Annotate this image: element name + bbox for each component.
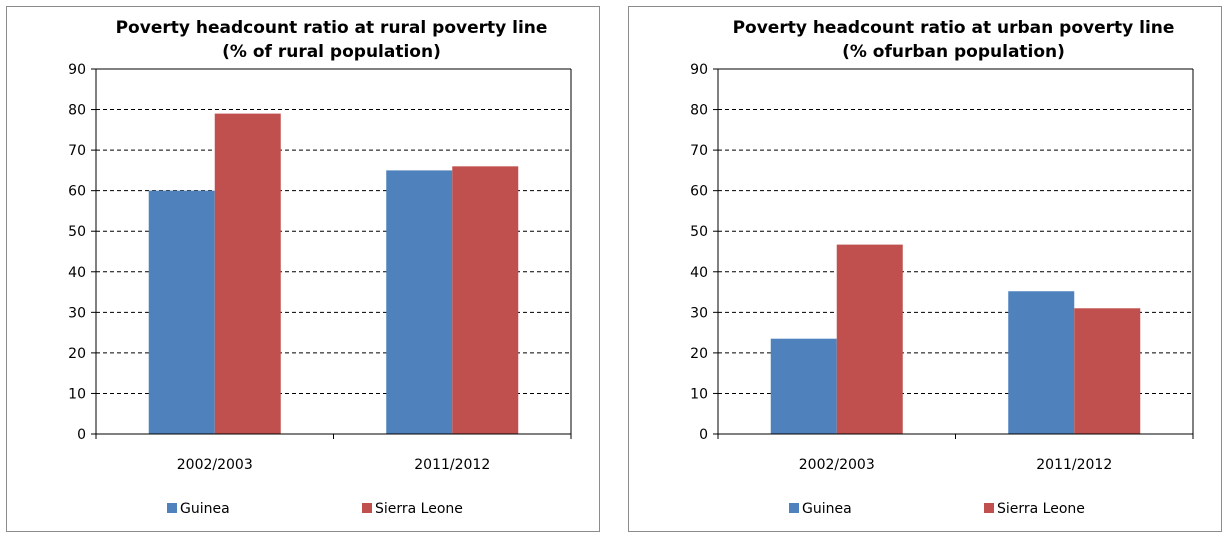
legend-label: Sierra Leone bbox=[375, 501, 463, 517]
bar-guinea bbox=[770, 338, 837, 434]
chart-title-line: (% of rural population) bbox=[222, 42, 441, 62]
y-tick-label: 0 bbox=[77, 427, 86, 443]
y-tick-label: 20 bbox=[68, 346, 86, 362]
chart-title-line: (% ofurban population) bbox=[842, 42, 1065, 62]
y-tick-label: 50 bbox=[690, 224, 708, 240]
y-tick-label: 70 bbox=[68, 143, 86, 159]
bar-guinea bbox=[386, 170, 453, 434]
y-tick-label: 30 bbox=[68, 305, 86, 321]
chart-title-line: Poverty headcount ratio at rural poverty… bbox=[116, 18, 548, 38]
y-tick-label: 20 bbox=[690, 346, 708, 362]
bar-guinea bbox=[148, 190, 215, 434]
legend-swatch bbox=[984, 503, 994, 513]
urban-poverty-chart: Poverty headcount ratio at urban poverty… bbox=[628, 6, 1222, 532]
rural-poverty-chart-svg: Poverty headcount ratio at rural poverty… bbox=[68, 18, 572, 517]
bar-sierra-leone bbox=[214, 113, 281, 434]
legend-swatch bbox=[789, 503, 799, 513]
y-tick-label: 80 bbox=[690, 103, 708, 119]
bar-guinea bbox=[1008, 291, 1075, 434]
legend-label: Guinea bbox=[802, 501, 852, 517]
y-tick-label: 80 bbox=[68, 103, 86, 119]
y-tick-label: 70 bbox=[690, 143, 708, 159]
y-tick-label: 30 bbox=[690, 305, 708, 321]
y-tick-label: 50 bbox=[68, 224, 86, 240]
bar-sierra-leone bbox=[1074, 308, 1141, 434]
y-tick-label: 90 bbox=[690, 62, 708, 78]
urban-poverty-chart-svg: Poverty headcount ratio at urban poverty… bbox=[690, 18, 1194, 517]
y-tick-label: 0 bbox=[699, 427, 708, 443]
x-tick-label: 2011/2012 bbox=[1036, 457, 1112, 473]
legend-label: Sierra Leone bbox=[997, 501, 1085, 517]
y-tick-label: 40 bbox=[690, 265, 708, 281]
bar-sierra-leone bbox=[452, 166, 519, 435]
y-tick-label: 40 bbox=[68, 265, 86, 281]
legend-swatch bbox=[167, 503, 177, 513]
y-tick-label: 10 bbox=[68, 386, 86, 402]
rural-poverty-chart: Poverty headcount ratio at rural poverty… bbox=[6, 6, 600, 532]
x-tick-label: 2002/2003 bbox=[177, 457, 253, 473]
x-tick-label: 2002/2003 bbox=[799, 457, 875, 473]
y-tick-label: 60 bbox=[690, 184, 708, 200]
y-tick-label: 90 bbox=[68, 62, 86, 78]
legend-label: Guinea bbox=[180, 501, 230, 517]
chart-title-line: Poverty headcount ratio at urban poverty… bbox=[733, 18, 1175, 38]
y-tick-label: 60 bbox=[68, 184, 86, 200]
y-tick-label: 10 bbox=[690, 386, 708, 402]
legend-swatch bbox=[362, 503, 372, 513]
bar-sierra-leone bbox=[836, 244, 903, 434]
x-tick-label: 2011/2012 bbox=[414, 457, 490, 473]
